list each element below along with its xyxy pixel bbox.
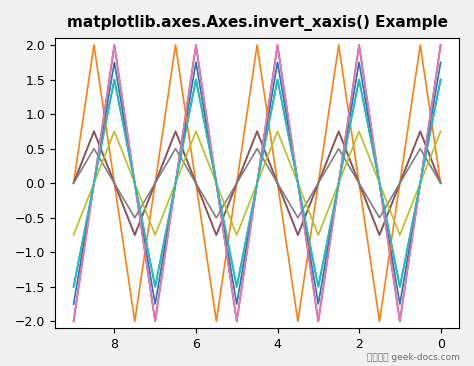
- Title: matplotlib.axes.Axes.invert_xaxis() Example: matplotlib.axes.Axes.invert_xaxis() Exam…: [67, 15, 447, 31]
- Text: 极客教程 geek-docs.com: 极客教程 geek-docs.com: [367, 353, 460, 362]
